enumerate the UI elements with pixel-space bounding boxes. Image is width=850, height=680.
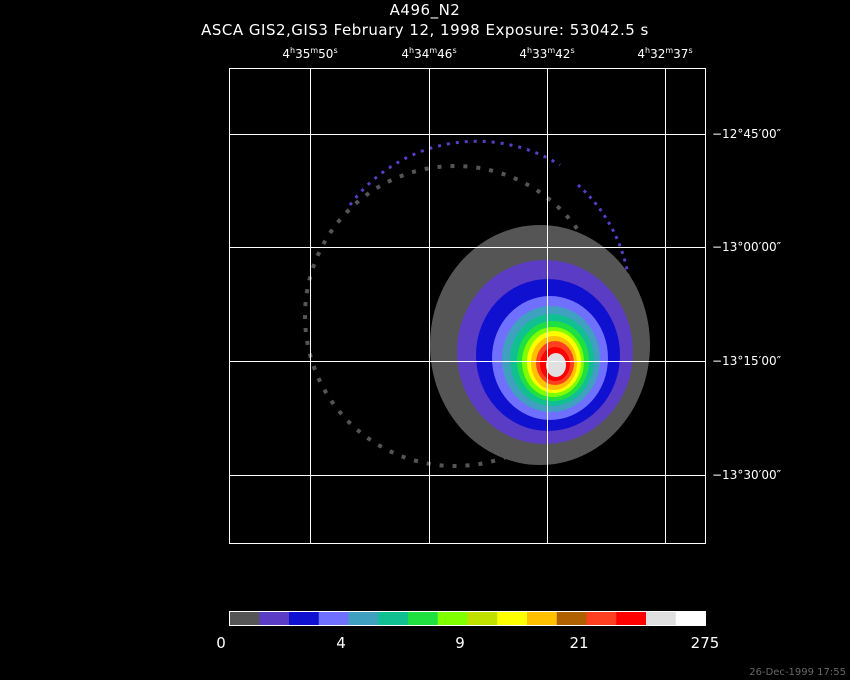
colorbar-label: 21 [569,634,589,652]
ra-tick-label: 4h33m42s [519,46,575,61]
colorbar-cell [378,611,409,626]
colorbar-cell [259,611,290,626]
cluster-core [546,353,566,377]
chart-subtitle: ASCA GIS2,GIS3 February 12, 1998 Exposur… [201,21,649,39]
detector-edge-blue [348,139,561,206]
colorbar-cell [348,611,379,626]
timestamp: 26-Dec-1999 17:55 [749,667,846,678]
image-plot [229,68,706,544]
colorbar-cell [616,611,647,626]
colorbar-frame [229,611,706,626]
colorbar-label: 275 [690,634,720,652]
colorbar-cell [408,611,439,626]
ra-tick-label: 4h34m46s [401,46,457,61]
colorbar-cell [646,611,677,626]
colorbar-cell [289,611,320,626]
colorbar-cell [586,611,617,626]
colorbar-cell [318,611,349,626]
colorbar-cell [527,611,558,626]
dec-tick-label: −13°00′00″ [712,240,782,254]
colorbar-cell [497,611,528,626]
dec-tick-label: −13°15′00″ [712,354,782,368]
colorbar-label: 4 [336,634,346,652]
chart-title: A496_N2 [389,1,461,19]
colorbar-cell [675,611,706,626]
colorbar-label: 0 [216,634,226,652]
ra-tick-label: 4h35m50s [282,46,338,61]
dec-tick-label: −13°30′00″ [712,468,782,482]
colorbar-cell [467,611,498,626]
coordinate-grid [229,68,706,544]
colorbar-cell [229,611,260,626]
ra-tick-label: 4h32m37s [637,46,693,61]
colorbar-label: 9 [455,634,465,652]
colorbar-cell [556,611,587,626]
dec-tick-label: −12°45′00″ [712,127,782,141]
colorbar-cell [437,611,468,626]
